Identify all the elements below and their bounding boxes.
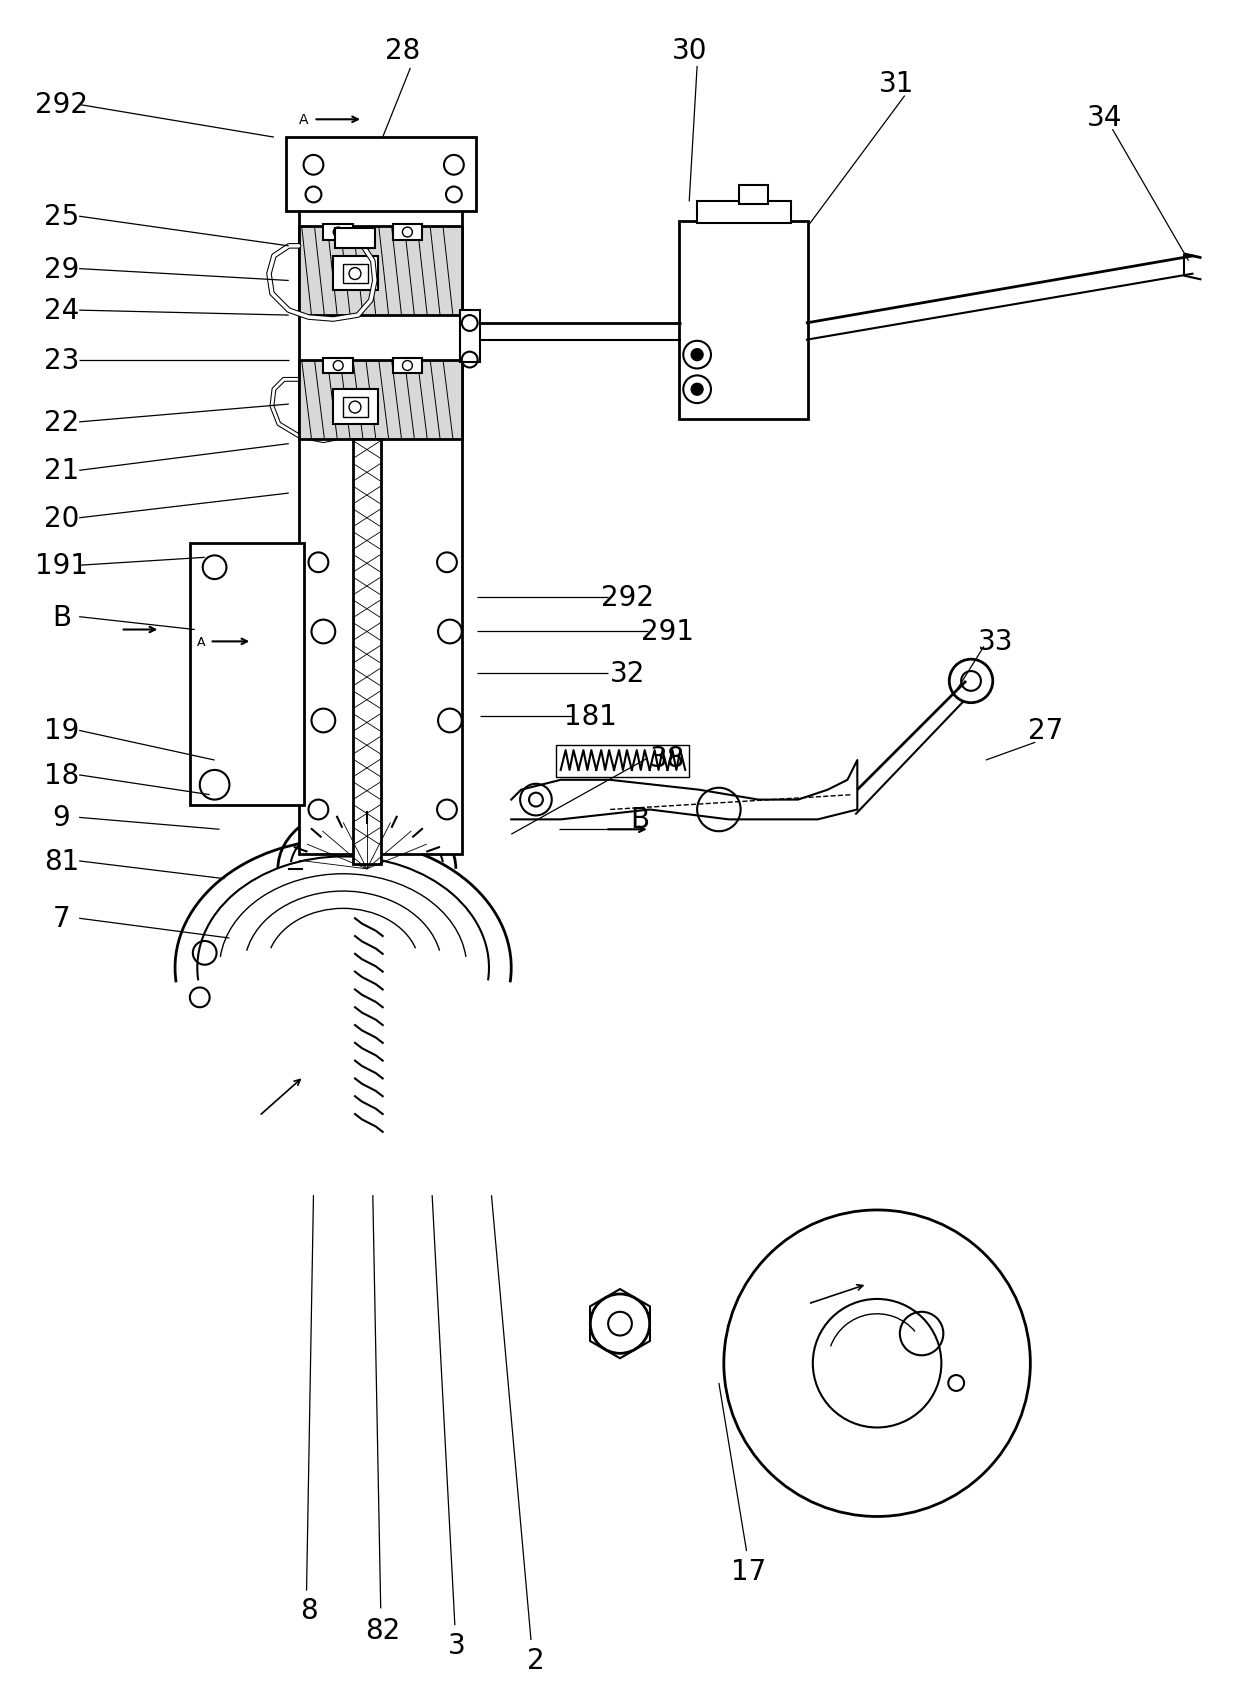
Text: 2: 2: [527, 1645, 544, 1674]
Text: 32: 32: [610, 660, 646, 687]
Text: 7: 7: [52, 905, 71, 933]
Bar: [697, 203, 791, 223]
Text: 292: 292: [35, 92, 88, 119]
Bar: [460, 310, 480, 363]
Text: 23: 23: [43, 346, 79, 375]
Bar: [556, 745, 689, 777]
Text: 27: 27: [1028, 718, 1063, 745]
Text: 191: 191: [35, 552, 88, 580]
Text: 38: 38: [650, 745, 686, 772]
Bar: [739, 186, 769, 205]
Text: 28: 28: [384, 38, 420, 65]
Text: A: A: [196, 636, 205, 648]
Text: 18: 18: [43, 762, 79, 789]
Text: 29: 29: [43, 256, 79, 283]
Text: 81: 81: [43, 847, 79, 875]
Bar: [393, 358, 423, 373]
Bar: [353, 440, 381, 864]
Text: 24: 24: [43, 297, 79, 326]
Bar: [334, 390, 378, 425]
Bar: [299, 227, 461, 315]
Bar: [299, 360, 461, 440]
Bar: [299, 162, 461, 854]
Text: 82: 82: [365, 1616, 401, 1644]
Text: 25: 25: [43, 203, 79, 232]
Circle shape: [691, 384, 703, 396]
Text: 33: 33: [978, 627, 1013, 656]
Text: 17: 17: [730, 1557, 766, 1586]
Bar: [343, 397, 368, 418]
Text: B: B: [630, 806, 650, 834]
Bar: [285, 138, 476, 211]
Text: 181: 181: [564, 702, 616, 730]
Bar: [335, 228, 374, 249]
Text: 20: 20: [43, 505, 79, 532]
Text: 34: 34: [1086, 104, 1122, 133]
Bar: [393, 225, 423, 240]
Circle shape: [691, 350, 703, 361]
Text: 30: 30: [672, 38, 707, 65]
Bar: [343, 264, 368, 285]
Text: B: B: [52, 604, 71, 631]
Text: 8: 8: [300, 1596, 317, 1625]
Bar: [324, 225, 353, 240]
Text: 3: 3: [448, 1632, 466, 1659]
Text: 19: 19: [43, 718, 79, 745]
Text: 21: 21: [43, 457, 79, 484]
Text: 9: 9: [52, 805, 71, 832]
Text: A: A: [299, 113, 309, 128]
Bar: [334, 257, 378, 292]
Bar: [190, 544, 304, 805]
Text: 292: 292: [601, 583, 655, 612]
Text: 291: 291: [641, 619, 694, 646]
Text: 31: 31: [879, 70, 915, 97]
Bar: [680, 222, 808, 419]
Text: 22: 22: [43, 409, 79, 436]
Bar: [324, 358, 353, 373]
